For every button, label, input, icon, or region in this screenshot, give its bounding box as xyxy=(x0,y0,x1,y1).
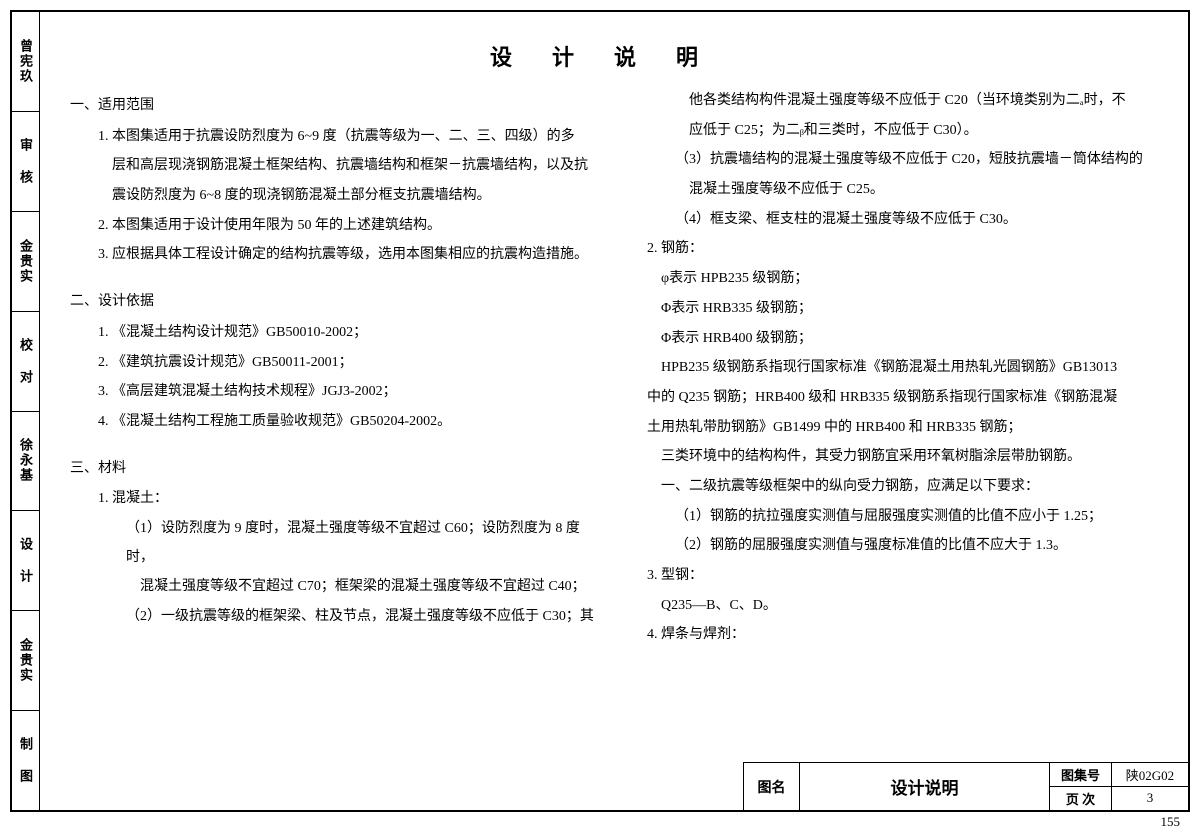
body-text: 2. 本图集适用于设计使用年限为 50 年的上述建筑结构。 xyxy=(70,212,599,241)
left-column: 一、适用范围 1. 本图集适用于抗震设防烈度为 6~9 度（抗震等级为一、二、三… xyxy=(60,86,609,651)
body-text: 震设防烈度为 6~8 度的现浇钢筋混凝土部分框支抗震墙结构。 xyxy=(70,182,599,211)
body-text: 土用热轧带肋钢筋》GB1499 中的 HRB400 和 HRB335 钢筋； xyxy=(619,414,1148,443)
body-text: （3）抗震墙结构的混凝土强度等级不应低于 C20，短肢抗震墙－筒体结构的 xyxy=(619,146,1148,175)
title-block: 图名 设计说明 图集号 陕02G02 页 次 3 xyxy=(743,762,1188,810)
footer-page-number: 155 xyxy=(1161,814,1181,830)
page-title-row: 设计说明 xyxy=(40,12,1188,86)
body-text: 1. 《混凝土结构设计规范》GB50010-2002； xyxy=(70,319,599,348)
side-tab: 校 对 xyxy=(12,312,39,412)
body-text: 混凝土强度等级不应低于 C25。 xyxy=(619,176,1148,205)
body-text: 3. 型钢： xyxy=(619,562,1148,591)
page-title: 设计说明 xyxy=(490,45,738,70)
body-text: 3. 《高层建筑混凝土结构技术规程》JGJ3-2002； xyxy=(70,378,599,407)
title-block-name-label: 图名 xyxy=(744,763,800,810)
title-block-page-value: 3 xyxy=(1112,787,1188,810)
body-text: （1）钢筋的抗拉强度实测值与屈服强度实测值的比值不应小于 1.25； xyxy=(619,503,1148,532)
body-text: （2）一级抗震等级的框架梁、柱及节点，混凝土强度等级不应低于 C30；其 xyxy=(70,603,599,632)
side-tab: 制 图 xyxy=(12,711,39,810)
body-text: （1）设防烈度为 9 度时，混凝土强度等级不宜超过 C60；设防烈度为 8 度时… xyxy=(70,515,599,572)
side-tab: 徐永基 xyxy=(12,412,39,512)
body-text: 2. 钢筋： xyxy=(619,235,1148,264)
side-tab: 金贵实 xyxy=(12,212,39,312)
body-text: 3. 应根据具体工程设计确定的结构抗震等级，选用本图集相应的抗震构造措施。 xyxy=(70,241,599,270)
body-text: Q235—B、C、D。 xyxy=(619,592,1148,621)
body-text: HPB235 级钢筋系指现行国家标准《钢筋混凝土用热轧光圆钢筋》GB13013 xyxy=(619,354,1148,383)
title-block-right: 图集号 陕02G02 页 次 3 xyxy=(1050,763,1188,810)
body-text: （4）框支梁、框支柱的混凝土强度等级不应低于 C30。 xyxy=(619,206,1148,235)
two-column-body: 一、适用范围 1. 本图集适用于抗震设防烈度为 6~9 度（抗震等级为一、二、三… xyxy=(40,86,1188,651)
body-text: 他各类结构构件混凝土强度等级不应低于 C20（当环境类别为二ₐ时，不 xyxy=(619,87,1148,116)
content-frame: 设计说明 一、适用范围 1. 本图集适用于抗震设防烈度为 6~9 度（抗震等级为… xyxy=(40,12,1188,810)
title-block-name-value: 设计说明 xyxy=(800,763,1050,810)
side-tab: 设 计 xyxy=(12,511,39,611)
body-text: 三类环境中的结构构件，其受力钢筋宜采用环氧树脂涂层带肋钢筋。 xyxy=(619,443,1148,472)
body-text: （2）钢筋的屈服强度实测值与强度标准值的比值不应大于 1.3。 xyxy=(619,532,1148,561)
body-text: 一、二级抗震等级框架中的纵向受力钢筋，应满足以下要求： xyxy=(619,473,1148,502)
body-text: 混凝土强度等级不宜超过 C70；框架梁的混凝土强度等级不宜超过 C40； xyxy=(70,573,599,602)
body-text: 4. 焊条与焊剂： xyxy=(619,621,1148,650)
body-text: Φ表示 HRB400 级钢筋； xyxy=(619,325,1148,354)
body-text: 层和高层现浇钢筋混凝土框架结构、抗震墙结构和框架－抗震墙结构，以及抗 xyxy=(70,152,599,181)
body-text: φ表示 HPB235 级钢筋； xyxy=(619,265,1148,294)
body-text: 中的 Q235 钢筋；HRB400 级和 HRB335 级钢筋系指现行国家标准《… xyxy=(619,384,1148,413)
side-tab: 审 核 xyxy=(12,112,39,212)
document-page: 曾宪玖 审 核 金贵实 校 对 徐永基 设 计 金贵实 制 图 设计说明 一、适… xyxy=(10,10,1190,812)
body-text: 应低于 C25；为二ᵦ和三类时，不应低于 C30）。 xyxy=(619,117,1148,146)
side-tab: 曾宪玖 xyxy=(12,12,39,112)
body-text: 2. 《建筑抗震设计规范》GB50011-2001； xyxy=(70,349,599,378)
body-text: 4. 《混凝土结构工程施工质量验收规范》GB50204-2002。 xyxy=(70,408,599,437)
body-text: 1. 本图集适用于抗震设防烈度为 6~9 度（抗震等级为一、二、三、四级）的多 xyxy=(70,123,599,152)
body-text: 1. 混凝土： xyxy=(70,485,599,514)
side-tab-column: 曾宪玖 审 核 金贵实 校 对 徐永基 设 计 金贵实 制 图 xyxy=(12,12,40,810)
section-heading: 三、材料 xyxy=(70,455,599,484)
body-text: Φ表示 HRB335 级钢筋； xyxy=(619,295,1148,324)
section-heading: 一、适用范围 xyxy=(70,92,599,121)
side-tab: 金贵实 xyxy=(12,611,39,711)
title-block-set-label: 图集号 xyxy=(1050,763,1112,786)
right-column: 他各类结构构件混凝土强度等级不应低于 C20（当环境类别为二ₐ时，不 应低于 C… xyxy=(609,86,1158,651)
title-block-page-label: 页 次 xyxy=(1050,787,1112,810)
title-block-set-value: 陕02G02 xyxy=(1112,763,1188,786)
section-heading: 二、设计依据 xyxy=(70,288,599,317)
